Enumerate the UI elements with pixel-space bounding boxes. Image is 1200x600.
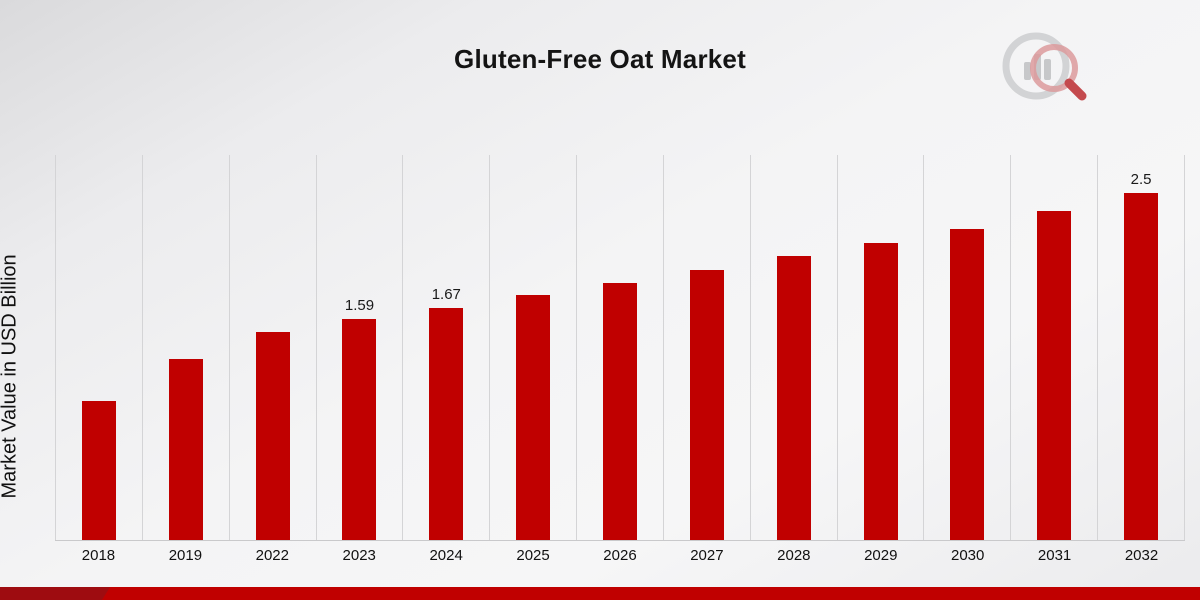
x-axis-tick-2025: 2025	[516, 547, 550, 564]
x-axis-tick-2022: 2022	[255, 547, 289, 564]
brand-logo-icon	[1002, 32, 1087, 101]
bar-2027	[689, 270, 724, 540]
footer-strip-main	[0, 587, 1200, 600]
plot-area: 1.59 1.67 2.5	[55, 155, 1185, 541]
x-axis-tick-2019: 2019	[168, 547, 203, 564]
bar-2032	[1124, 193, 1159, 540]
bar-2026	[602, 283, 637, 540]
bar-2019	[168, 359, 203, 540]
chart-column-2018	[55, 155, 142, 540]
footer-strip-cap	[0, 587, 111, 600]
chart-column-2027	[662, 155, 750, 540]
x-axis-tick-2027: 2027	[690, 547, 724, 564]
chart-column-2025	[489, 155, 576, 540]
chart-column-2029	[836, 155, 924, 540]
x-axis-tick-2023: 2023	[342, 547, 376, 564]
chart-column-2026	[576, 155, 663, 540]
chart-column-2032: 2.5	[1097, 155, 1185, 540]
x-axis-tick-2030: 2030	[950, 547, 985, 564]
bar-value-label-2032: 2.5	[1130, 171, 1152, 188]
chart-title: Gluten-Free Oat Market	[454, 44, 746, 74]
y-axis-title: Market Value in USD Billion	[0, 254, 21, 499]
bar-2023	[342, 319, 377, 540]
bar-2024	[429, 308, 464, 540]
bar-value-label-2024: 1.67	[431, 286, 461, 303]
chart-column-2024: 1.67	[402, 155, 489, 540]
bar-2030	[950, 229, 985, 540]
x-axis-tick-2028: 2028	[777, 547, 811, 564]
x-axis-labels: 2018 2019 2022 2023 2024 2025 2026 2027 2028 2029…	[55, 547, 1185, 564]
bar-value-label-2023: 1.59	[344, 297, 375, 314]
chart-column-2023: 1.59	[315, 155, 403, 540]
bar-2018	[81, 401, 116, 540]
bar-2031	[1037, 211, 1072, 540]
bar-2029	[863, 243, 898, 540]
chart-column-2030	[923, 155, 1010, 540]
bar-2028	[776, 256, 811, 540]
footer-accent-strip	[0, 587, 1200, 600]
x-axis-tick-2024: 2024	[429, 547, 463, 564]
bar-2025	[516, 295, 551, 540]
bar-2022	[255, 332, 290, 540]
x-axis-tick-2029: 2029	[864, 547, 898, 564]
x-axis-tick-2032: 2032	[1124, 547, 1159, 564]
x-axis-tick-2018: 2018	[81, 547, 116, 564]
chart-column-2028	[749, 155, 837, 540]
chart-column-2019	[141, 155, 229, 540]
chart-column-2031	[1010, 155, 1097, 540]
chart-column-2022	[228, 155, 316, 540]
x-axis-tick-2031: 2031	[1037, 547, 1072, 564]
x-axis-tick-2026: 2026	[603, 547, 637, 564]
